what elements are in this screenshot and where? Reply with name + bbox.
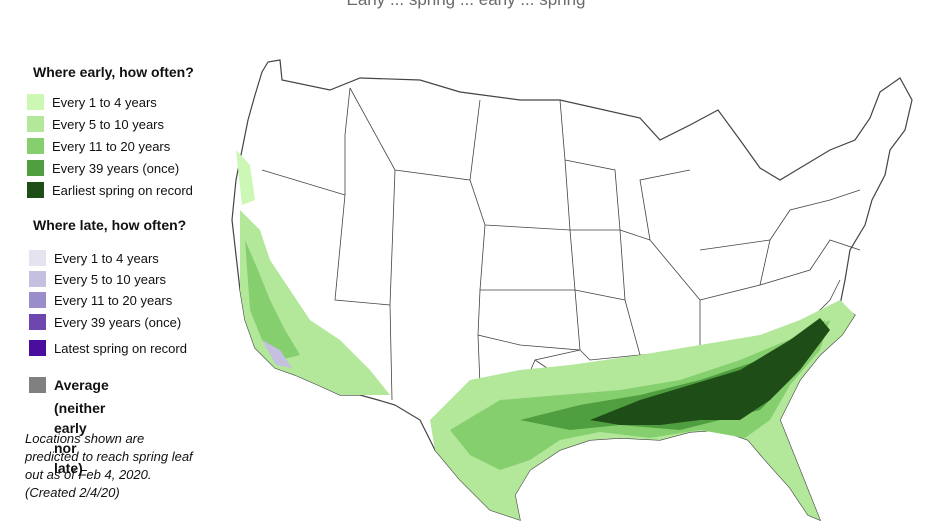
- legend-early-title: Where early, how often?: [33, 64, 194, 80]
- legend-label: Every 11 to 20 years: [54, 292, 173, 308]
- legend-swatch: [29, 271, 46, 287]
- legend-average-label: Average: [54, 377, 109, 393]
- legend-swatch: [27, 160, 44, 176]
- footnote-line: predicted to reach spring leaf: [25, 449, 193, 464]
- footnote-line: out as of Feb 4, 2020.: [25, 467, 152, 482]
- legend-label: Earliest spring on record: [52, 182, 193, 198]
- legend-swatch: [29, 340, 46, 356]
- legend-label: Every 1 to 4 years: [54, 250, 159, 266]
- legend-late-item: Every 1 to 4 years: [29, 248, 159, 268]
- legend-label: Latest spring on record: [54, 340, 187, 356]
- footnote-line: Locations shown are: [25, 431, 145, 446]
- legend-swatch: [27, 116, 44, 132]
- legend-label: Every 1 to 4 years: [52, 94, 157, 110]
- legend-early-item: Every 5 to 10 years: [27, 114, 164, 134]
- legend-label: Every 5 to 10 years: [54, 271, 166, 287]
- legend-label: Every 5 to 10 years: [52, 116, 164, 132]
- legend-late-title: Where late, how often?: [33, 217, 187, 233]
- legend-late-item: Every 11 to 20 years: [29, 290, 172, 310]
- legend-early-item: Earliest spring on record: [27, 180, 193, 200]
- legend-average-item: Average: [29, 375, 109, 395]
- cut-off-caption: Early ... spring ... early ... spring: [0, 0, 932, 10]
- legend-early-item: Every 1 to 4 years: [27, 92, 157, 112]
- legend-average-sublabel: (neither early nor late): [54, 400, 106, 476]
- legend-early-item: Every 11 to 20 years: [27, 136, 170, 156]
- footnote-line: (Created 2/4/20): [25, 485, 120, 500]
- legend-label: Every 11 to 20 years: [52, 138, 171, 154]
- footnote: Locations shown are predicted to reach s…: [25, 430, 240, 502]
- legend-late-item: Every 5 to 10 years: [29, 269, 166, 289]
- legend-label: Every 39 years (once): [52, 160, 180, 176]
- legend-label: Every 39 years (once): [54, 314, 182, 330]
- legend-late-item: Every 39 years (once): [29, 312, 181, 332]
- legend-swatch: [27, 138, 44, 154]
- legend-swatch: [29, 292, 46, 308]
- legend-early-item: Every 39 years (once): [27, 158, 179, 178]
- early-spring-shading: [236, 150, 855, 520]
- legend-swatch: [29, 250, 46, 266]
- legend-swatch: [27, 182, 44, 198]
- legend-late-item: Latest spring on record: [29, 338, 187, 358]
- legend-swatch: [29, 314, 46, 330]
- legend-swatch: [27, 94, 44, 110]
- legend-swatch: [29, 377, 46, 393]
